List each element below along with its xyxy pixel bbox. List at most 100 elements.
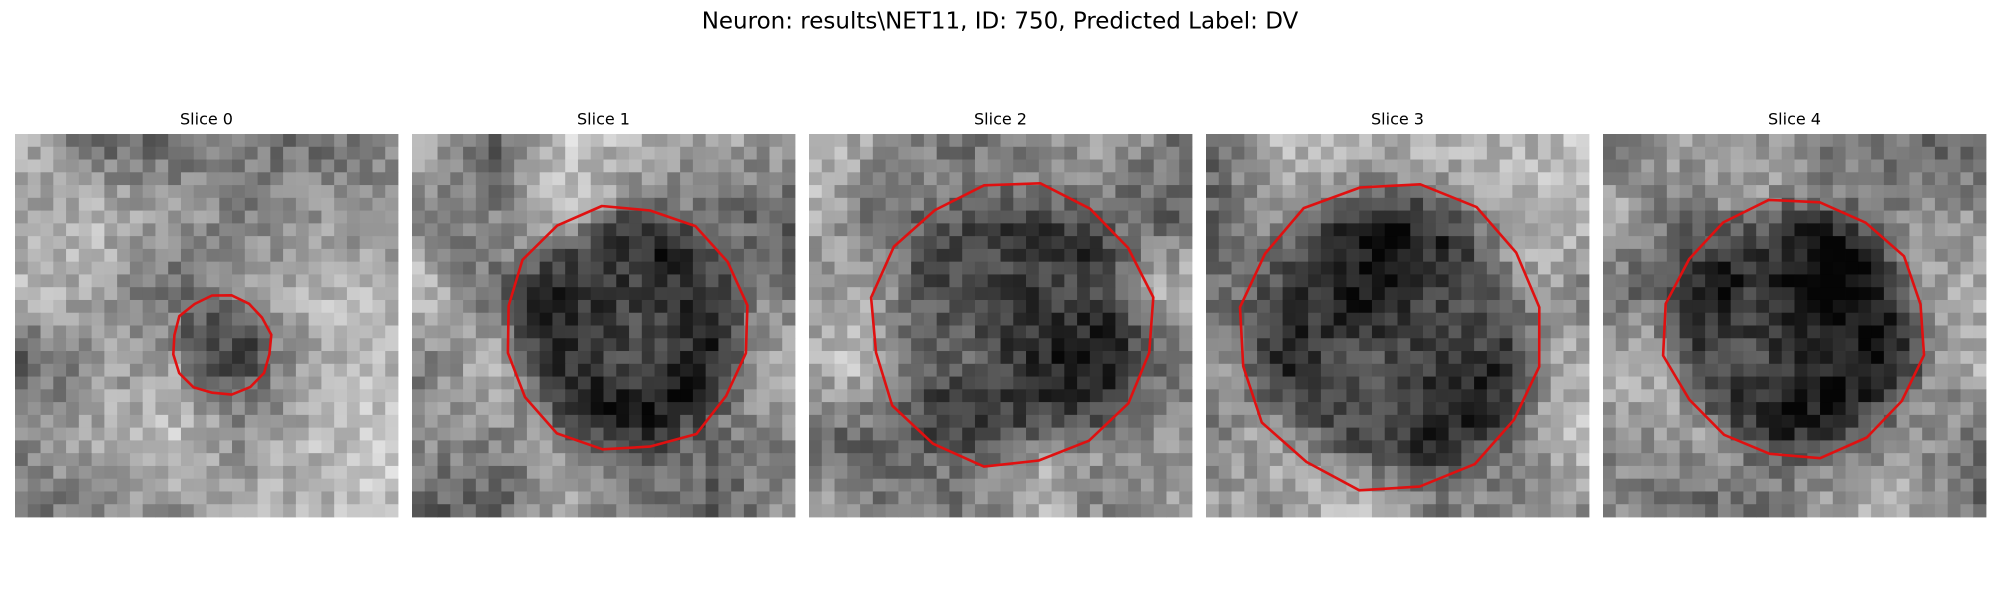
pixel [1102,172,1116,186]
pixel [40,453,54,467]
pixel [1756,338,1770,352]
pixel [756,236,770,250]
pixel [847,159,861,173]
pixel [450,274,464,288]
pixel [1140,389,1155,403]
pixel [359,172,373,186]
pixel [1448,325,1462,339]
pixel [782,223,796,237]
pixel [974,312,989,326]
pixel [488,325,502,339]
pixel [1461,134,1475,148]
pixel [219,478,233,492]
pixel [206,236,220,250]
pixel [756,478,770,492]
pixel [168,146,182,160]
pixel [372,504,386,518]
pixel [654,172,668,186]
pixel [1781,351,1795,365]
pixel [346,185,361,199]
pixel [1282,402,1296,416]
pixel [1474,414,1488,429]
pixel [1257,351,1271,365]
pixel [1371,491,1386,505]
pixel [1615,376,1629,390]
pixel [1026,504,1040,518]
pixel [1269,440,1283,454]
pixel [1666,440,1680,454]
pixel [1820,338,1834,352]
pixel [1244,351,1258,365]
pixel [1679,210,1693,224]
pixel [1474,440,1488,454]
pixel [911,465,925,480]
pixel [334,351,348,365]
pixel [1679,274,1693,288]
pixel [1486,210,1501,224]
pixel [756,172,770,186]
pixel [1166,236,1180,250]
pixel [283,478,297,492]
pixel [1679,363,1693,377]
pixel [1384,287,1398,301]
pixel [603,453,617,467]
pixel [1537,274,1552,288]
pixel [142,325,156,339]
pixel [180,414,195,429]
pixel [577,248,592,263]
pixel [1038,210,1052,224]
pixel [1448,312,1462,326]
pixel [1051,236,1065,250]
pixel [1000,338,1014,352]
pixel [1410,504,1424,518]
pixel [193,312,207,326]
pixel [1371,465,1386,480]
pixel [129,325,144,339]
pixel [1705,172,1719,186]
pixel [834,299,848,314]
pixel [718,146,732,160]
pixel [308,363,322,377]
pixel [603,478,617,492]
pixel [1038,236,1052,250]
pixel [1102,478,1116,492]
pixel [180,210,195,224]
pixel [1140,223,1155,237]
pixel [424,363,438,377]
pixel [756,261,770,275]
pixel [705,274,719,288]
pixel [782,146,796,160]
pixel [1026,414,1040,429]
pixel [705,185,719,199]
pixel [1512,146,1526,160]
pixel [1013,402,1027,416]
pixel [412,325,426,339]
pixel [1628,363,1642,377]
pixel [1474,299,1488,314]
pixel [743,453,758,467]
pixel [1038,465,1052,480]
pixel [385,223,399,237]
pixel [1166,389,1180,403]
pixel [641,159,655,173]
pixel [488,172,502,186]
pixel [1947,299,1961,314]
pixel [1448,274,1462,288]
pixel [1435,236,1449,250]
pixel [1973,146,1987,160]
pixel [1282,223,1296,237]
pixel [692,338,707,352]
pixel [1743,453,1757,467]
pixel [1641,287,1655,301]
pixel [91,287,105,301]
pixel [1346,210,1360,224]
pixel [1896,146,1910,160]
pixel [1051,351,1065,365]
pixel [1179,363,1193,377]
pixel [1537,159,1552,173]
pixel [1257,376,1271,390]
pixel [232,185,246,199]
pixel [1858,465,1872,480]
pixel [1051,172,1065,186]
pixel [475,414,489,429]
